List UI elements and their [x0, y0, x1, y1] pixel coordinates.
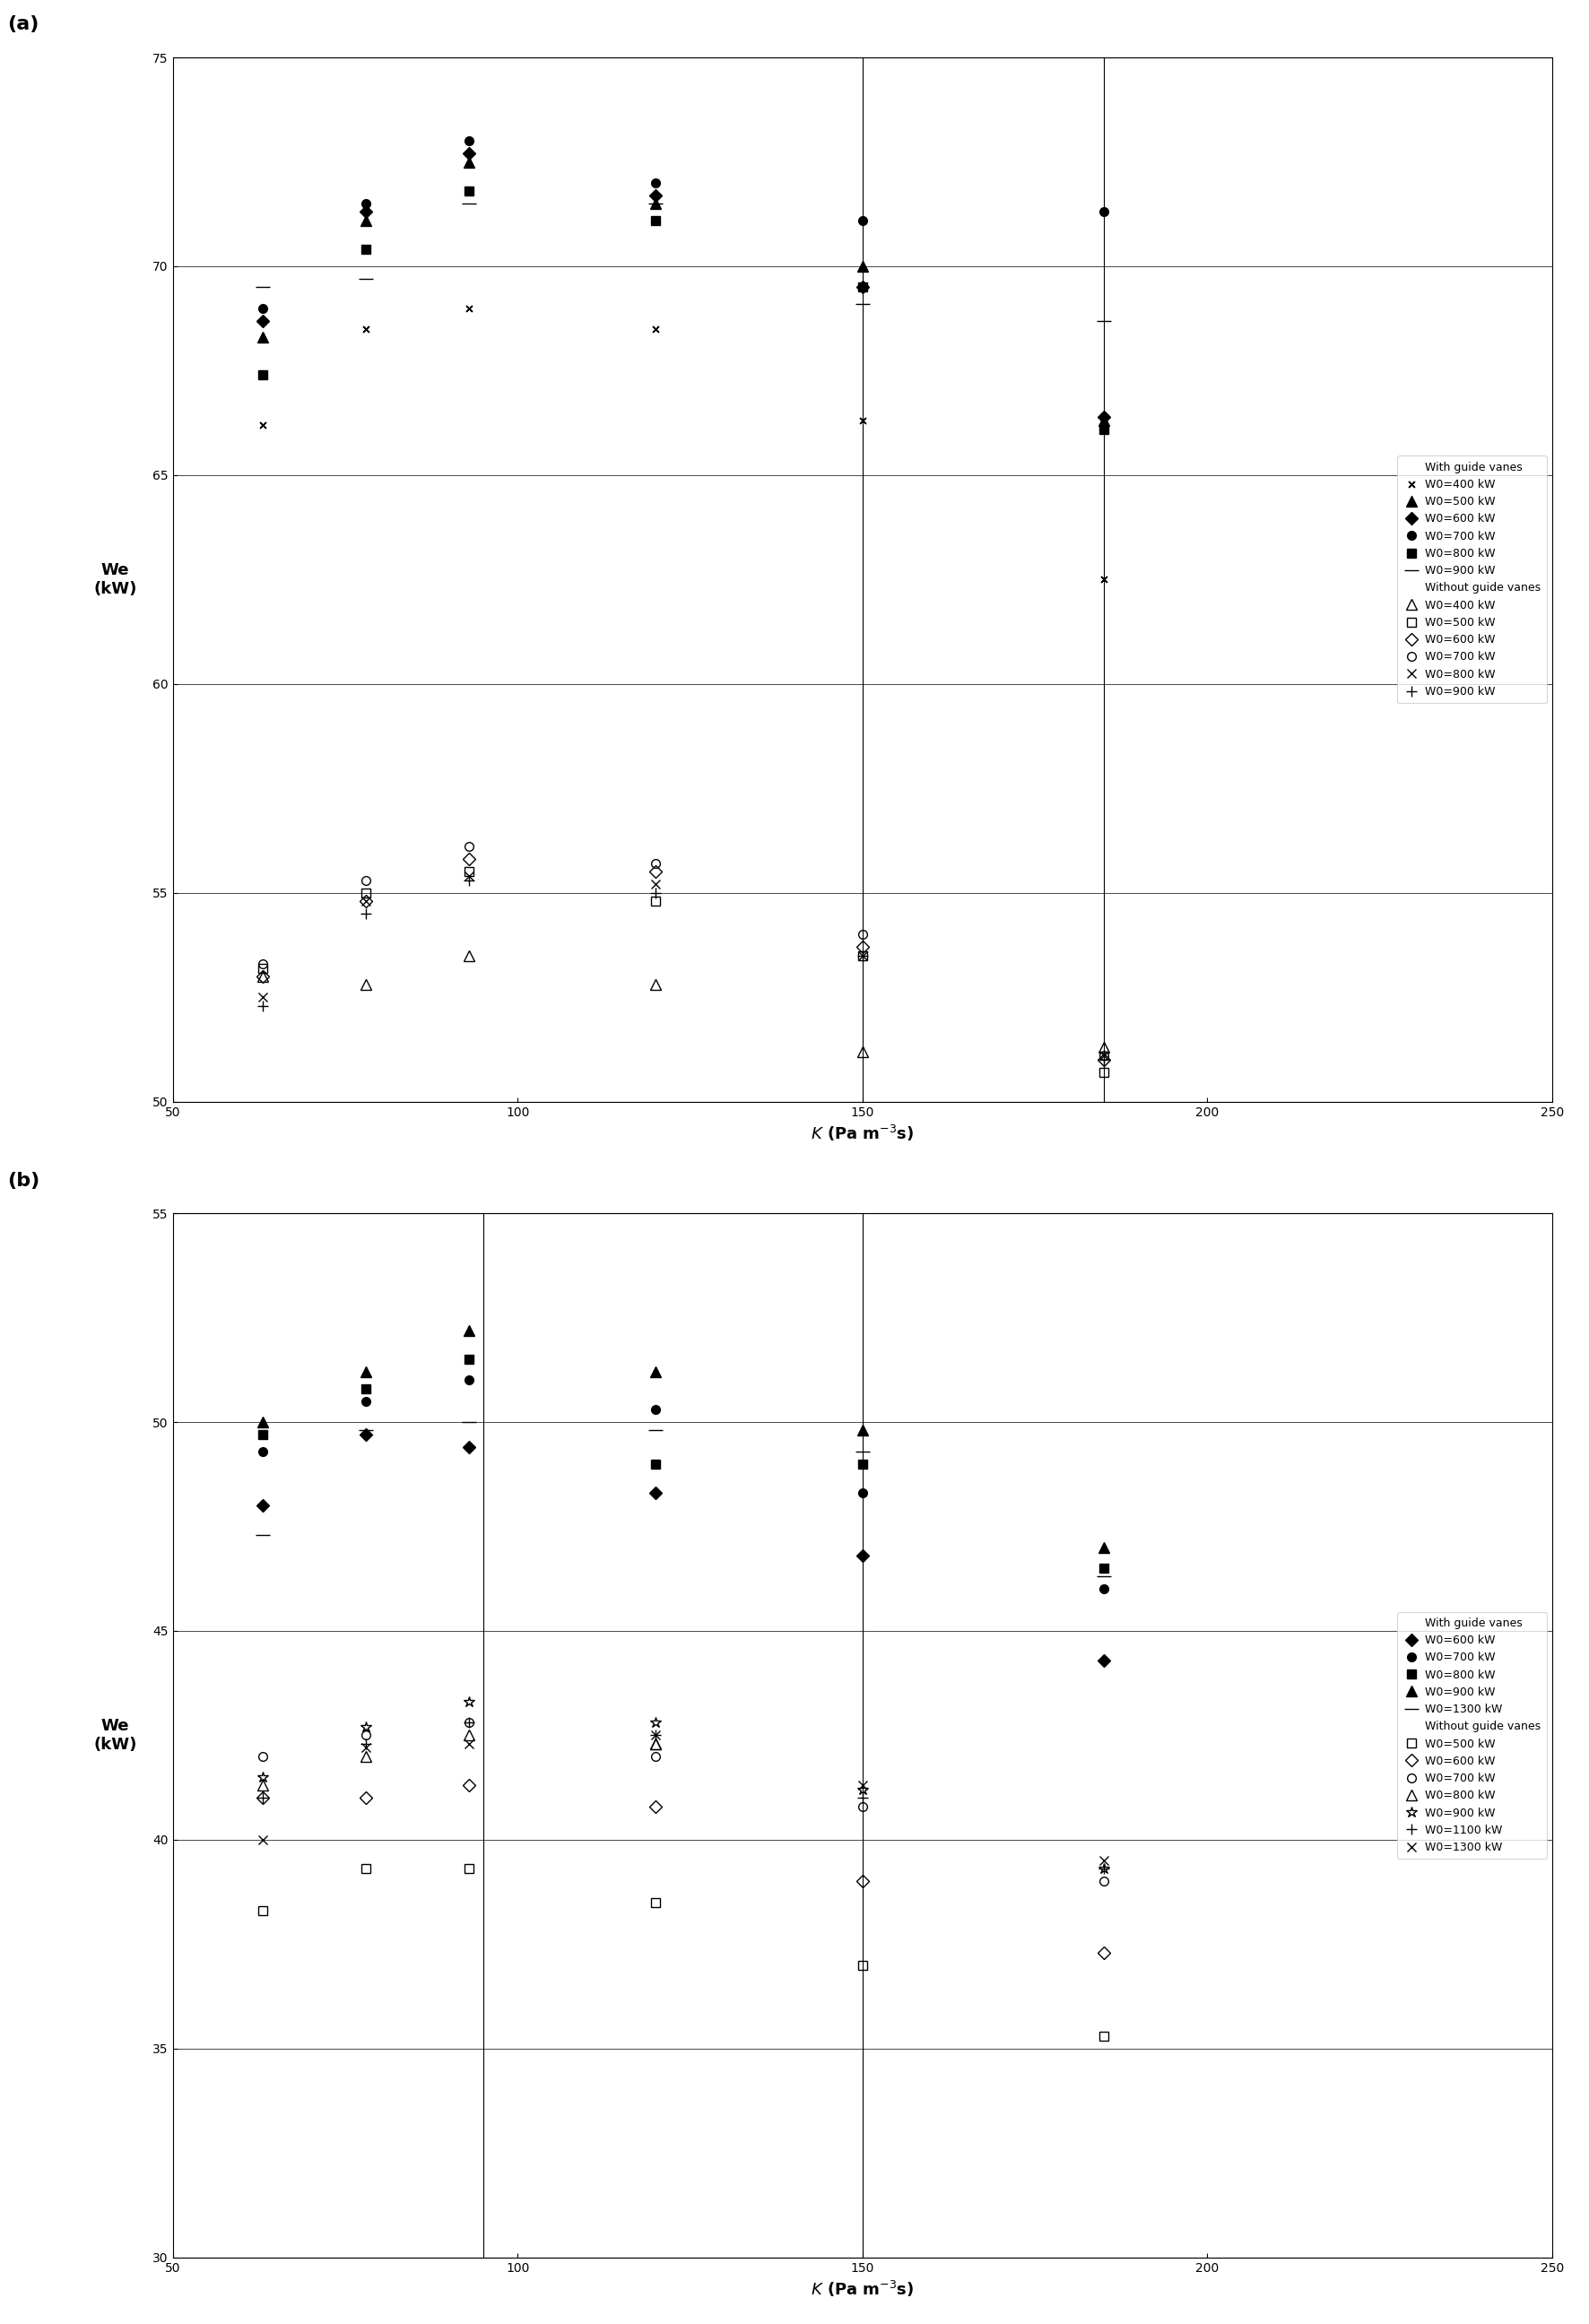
- W0=400 kW: [1095, 565, 1114, 593]
- Y-axis label: We
(kW): We (kW): [94, 562, 137, 597]
- W0=400 kW: [459, 295, 478, 323]
- X-axis label: $K$ (Pa m$^{-3}$s): $K$ (Pa m$^{-3}$s): [810, 2280, 914, 2298]
- Text: (b): (b): [6, 1171, 40, 1190]
- Text: (a): (a): [6, 16, 38, 33]
- Y-axis label: We
(kW): We (kW): [94, 1717, 137, 1752]
- W0=400 kW: [356, 316, 375, 344]
- Line: W0=400 kW: W0=400 kW: [257, 304, 1108, 583]
- Legend: With guide vanes, W0=400 kW, W0=500 kW, W0=600 kW, W0=700 kW, W0=800 kW, W0=900 : With guide vanes, W0=400 kW, W0=500 kW, …: [1397, 456, 1546, 704]
- W0=400 kW: [853, 407, 872, 435]
- W0=400 kW: [647, 316, 666, 344]
- X-axis label: $K$ (Pa m$^{-3}$s): $K$ (Pa m$^{-3}$s): [810, 1122, 914, 1143]
- Legend: With guide vanes, W0=600 kW, W0=700 kW, W0=800 kW, W0=900 kW, W0=1300 kW, Withou: With guide vanes, W0=600 kW, W0=700 kW, …: [1397, 1611, 1546, 1859]
- W0=400 kW: [253, 411, 272, 439]
